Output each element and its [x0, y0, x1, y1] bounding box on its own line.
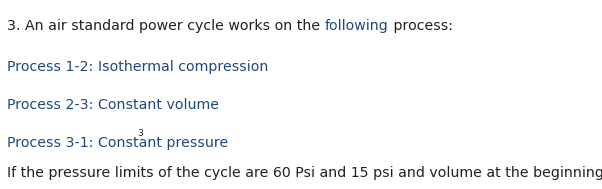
Text: following: following [325, 19, 389, 33]
Text: Constant pressure: Constant pressure [98, 136, 228, 150]
Text: 3. An air standard power cycle works on the: 3. An air standard power cycle works on … [7, 19, 325, 33]
Text: process:: process: [389, 19, 453, 33]
Text: Process 1-2:: Process 1-2: [7, 60, 98, 74]
Text: Process 2-3:: Process 2-3: [7, 98, 98, 112]
Text: Isothermal compression: Isothermal compression [98, 60, 268, 74]
Text: Process 3-1:: Process 3-1: [7, 136, 98, 150]
Text: If the pressure limits of the cycle are 60 Psi and 15 psi and volume at the begi: If the pressure limits of the cycle are … [7, 166, 602, 180]
Text: 3: 3 [137, 129, 143, 138]
Text: Constant volume: Constant volume [98, 98, 219, 112]
